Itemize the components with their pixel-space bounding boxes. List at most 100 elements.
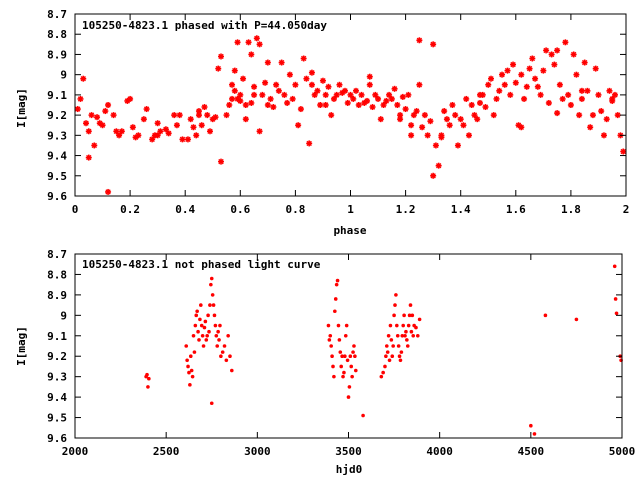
- data-point: [424, 132, 431, 139]
- data-point: [88, 112, 95, 119]
- data-point: [394, 102, 401, 108]
- data-point: [231, 67, 238, 74]
- data-point: [147, 376, 151, 381]
- data-point: [342, 370, 346, 375]
- data-point: [482, 104, 489, 111]
- data-point: [284, 99, 291, 106]
- data-point: [417, 317, 422, 322]
- data-point: [267, 95, 274, 102]
- data-point: [200, 333, 205, 338]
- data-point: [184, 136, 191, 143]
- data-point: [205, 333, 209, 338]
- data-point: [220, 350, 225, 354]
- data-point: [507, 91, 514, 98]
- data-point: [94, 114, 101, 121]
- data-point: [186, 364, 190, 369]
- data-point: [518, 71, 525, 78]
- data-point: [556, 81, 563, 88]
- data-point: [501, 81, 508, 88]
- data-point: [379, 374, 384, 379]
- unphased-points: [144, 264, 623, 436]
- data-point: [397, 112, 404, 119]
- data-point: [219, 354, 223, 359]
- data-point: [416, 37, 423, 44]
- data-point: [240, 75, 247, 82]
- data-point: [463, 95, 470, 102]
- data-point: [251, 91, 258, 98]
- data-point: [377, 116, 384, 123]
- data-point: [83, 120, 90, 127]
- data-point: [157, 128, 164, 135]
- data-point: [145, 372, 149, 377]
- data-point: [286, 71, 293, 78]
- data-point: [369, 104, 376, 111]
- data-point: [341, 374, 345, 379]
- data-point: [386, 333, 391, 338]
- data-point: [193, 323, 198, 328]
- data-point: [207, 329, 211, 334]
- data-point: [409, 329, 414, 334]
- data-point: [389, 338, 394, 342]
- phased-y-tick-label: 9.2: [47, 109, 67, 122]
- data-point: [213, 323, 218, 328]
- data-point: [99, 122, 106, 129]
- data-point: [338, 350, 343, 354]
- data-point: [454, 142, 461, 149]
- data-point: [410, 313, 415, 318]
- data-point: [253, 35, 260, 42]
- unphased-x-tick-label: 4000: [426, 445, 453, 458]
- data-point: [350, 95, 357, 102]
- data-point: [460, 122, 467, 129]
- phased-y-tick-label: 9: [60, 69, 67, 82]
- data-point: [322, 102, 329, 108]
- unphased-y-tick-label: 8.9: [47, 289, 67, 302]
- data-point: [216, 329, 220, 334]
- data-point: [410, 112, 417, 119]
- unphased-y-axis-label: I[mag]: [15, 326, 28, 366]
- data-point: [218, 158, 225, 165]
- data-point: [229, 81, 236, 88]
- phased-x-tick-label: 1.2: [396, 203, 416, 216]
- data-point: [270, 104, 277, 111]
- data-point: [512, 79, 519, 86]
- data-point: [612, 264, 617, 269]
- data-point: [380, 102, 387, 108]
- data-point: [485, 81, 492, 88]
- phased-x-tick-label: 0.6: [230, 203, 250, 216]
- data-point: [171, 112, 178, 119]
- unphased-x-tick-label: 3500: [335, 445, 362, 458]
- data-point: [297, 106, 304, 113]
- data-point: [504, 67, 511, 74]
- data-point: [474, 116, 481, 123]
- phased-x-tick-label: 1.4: [451, 203, 471, 216]
- data-point: [162, 126, 169, 133]
- data-point: [441, 108, 448, 115]
- data-point: [395, 333, 400, 338]
- data-point: [223, 112, 230, 119]
- phased-y-tick-label: 9.5: [47, 170, 67, 183]
- unphased-x-tick-label: 2000: [62, 445, 89, 458]
- data-point: [335, 278, 340, 283]
- data-point: [347, 91, 354, 98]
- unphased-y-tick-label: 9.4: [47, 391, 67, 404]
- data-point: [554, 110, 561, 117]
- data-point: [405, 338, 409, 342]
- phased-y-tick-label: 8.9: [47, 48, 67, 61]
- data-point: [554, 47, 561, 54]
- phased-y-tick-label: 9.1: [47, 89, 67, 102]
- data-point: [565, 91, 572, 98]
- data-point: [414, 325, 418, 330]
- data-point: [278, 59, 285, 66]
- data-point: [476, 99, 483, 106]
- phased-y-axis-label: I[mag]: [15, 88, 28, 128]
- data-point: [435, 162, 442, 169]
- data-point: [396, 344, 401, 348]
- data-point: [311, 91, 318, 98]
- data-point: [143, 106, 150, 113]
- unphased-y-tick-label: 9.3: [47, 371, 67, 384]
- unphased-chart: 2000 2500 3000 3500 4000 4500 5000 8.7 8.8 8.9 9 9…: [15, 248, 635, 476]
- data-point: [333, 91, 340, 98]
- data-point: [74, 106, 81, 113]
- unphased-x-axis-label: hjd0: [336, 463, 363, 476]
